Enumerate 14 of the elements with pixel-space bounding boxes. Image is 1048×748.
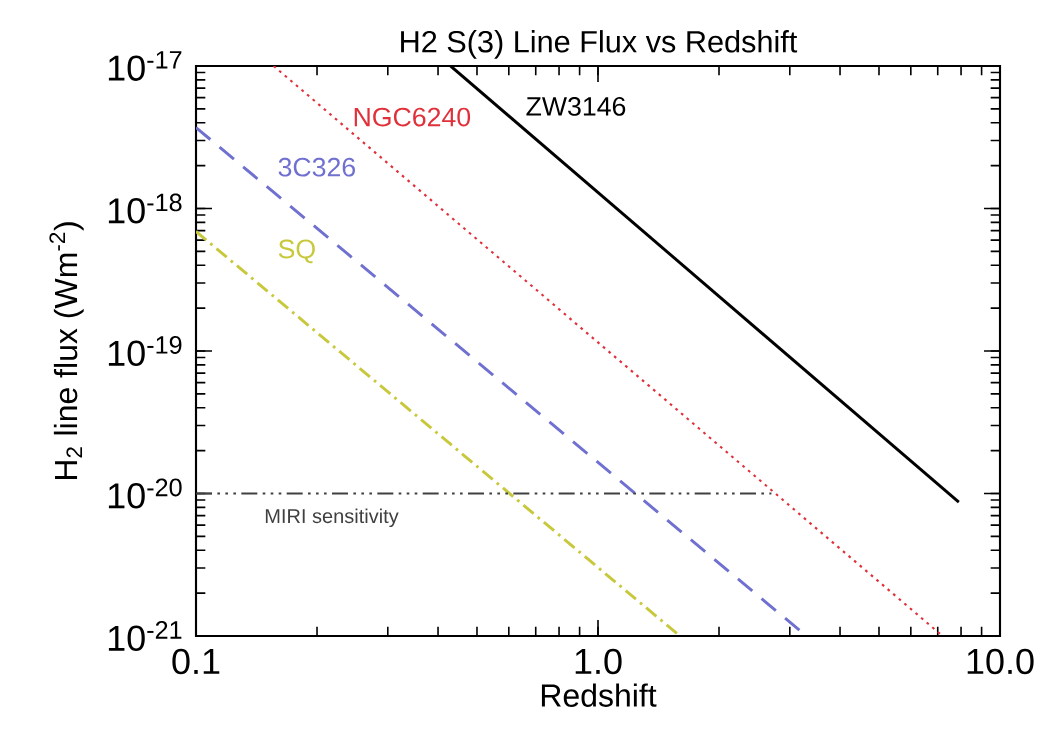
x-tick-label: 10.0 [967,648,1034,675]
y-axis-title: H$_{2}$ line flux (Wm$^{-2}$) [49,222,84,480]
x-tick-label: 1.0 [575,648,622,675]
y-tick-label: 10$^{-17}$ [108,51,182,81]
chart-title: H2 S(3) Line Flux vs Redshift [401,30,798,59]
legend-label: ZW3146 [526,96,626,116]
series-label: SQ [278,239,315,264]
y-tick-label: 10$^{-18}$ [108,193,182,224]
series-label: MIRI sensitivity [265,508,399,528]
series-label: NGC6240 [354,107,471,127]
y-tick-label: 10$^{-19}$ [108,336,182,367]
series-label: 3C326 [278,157,355,177]
y-tick-label: 10$^{-20}$ [108,478,182,509]
x-axis-title: Redshift [541,683,657,707]
